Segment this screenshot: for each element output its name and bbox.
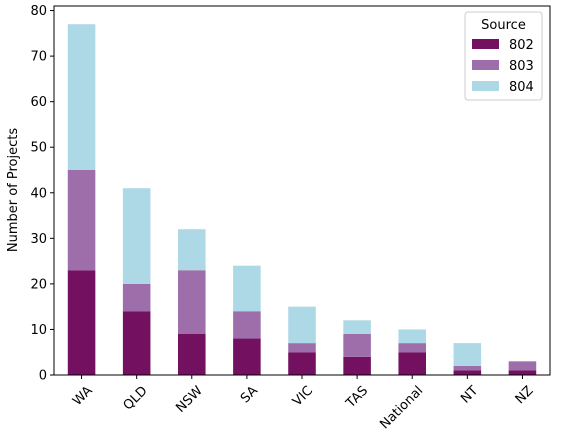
bar-tas-804 xyxy=(343,320,371,334)
bar-sa-804 xyxy=(233,265,261,312)
x-axis: WA QLD NSW SA VIC TAS National NT NZ xyxy=(70,375,537,432)
y-tick-label: 0 xyxy=(39,369,47,384)
legend-swatch-804 xyxy=(472,81,499,91)
y-tick-label: 80 xyxy=(30,4,47,19)
legend-title: Source xyxy=(481,18,526,33)
y-tick-label: 40 xyxy=(30,186,47,201)
y-axis-label: Number of Projects xyxy=(6,128,21,252)
bar-qld-802 xyxy=(122,311,151,375)
legend-swatch-802 xyxy=(472,39,499,49)
x-tick-label-wa: WA xyxy=(70,383,96,409)
plot-frame xyxy=(53,5,551,376)
x-tick-label-vic: VIC xyxy=(290,383,316,409)
legend-label-804: 804 xyxy=(509,80,534,95)
bar-wa-804 xyxy=(67,24,96,170)
y-tick-label: 60 xyxy=(30,95,47,110)
x-tick-label-national: National xyxy=(377,383,426,432)
bar-nsw-803 xyxy=(178,270,206,334)
bar-nt-802 xyxy=(453,370,482,375)
x-tick-label-tas: TAS xyxy=(343,383,371,411)
bar-wa-802 xyxy=(67,270,96,375)
bar-vic-802 xyxy=(288,352,316,375)
bar-qld-803 xyxy=(122,283,151,312)
legend-label-803: 803 xyxy=(509,59,534,74)
legend-label-802: 802 xyxy=(509,38,534,53)
bar-national-803 xyxy=(398,343,426,353)
y-tick-label: 70 xyxy=(30,50,47,65)
bar-tas-803 xyxy=(343,334,371,357)
y-tick-label: 20 xyxy=(30,277,47,292)
bar-nt-804 xyxy=(453,343,482,366)
bar-vic-803 xyxy=(288,343,316,353)
legend: Source 802 803 804 xyxy=(464,11,543,101)
y-tick-label: 10 xyxy=(30,323,47,338)
bar-vic-804 xyxy=(288,306,316,344)
legend-swatch-803 xyxy=(472,60,499,70)
bars-group xyxy=(67,24,537,375)
bar-sa-802 xyxy=(233,338,261,375)
y-axis: 0 10 20 30 40 50 60 70 80 xyxy=(30,4,54,384)
bar-sa-803 xyxy=(233,311,261,339)
x-tick-label-nsw: NSW xyxy=(173,383,206,416)
y-tick-label: 50 xyxy=(30,141,47,156)
bar-national-804 xyxy=(398,329,426,344)
y-tick-label: 30 xyxy=(30,232,47,247)
bar-wa-803 xyxy=(67,170,96,271)
bar-nz-803 xyxy=(508,361,537,371)
x-tick-label-nt: NT xyxy=(458,383,481,406)
bar-national-802 xyxy=(398,352,426,375)
x-tick-label-qld: QLD xyxy=(121,383,151,413)
bar-nt-803 xyxy=(453,365,482,371)
x-tick-label-nz: NZ xyxy=(513,383,537,407)
bar-nsw-804 xyxy=(178,229,206,271)
bar-tas-802 xyxy=(343,356,371,375)
x-tick-label-sa: SA xyxy=(238,383,261,406)
bar-qld-804 xyxy=(122,188,151,284)
bar-nsw-802 xyxy=(178,334,206,375)
legend-box xyxy=(464,11,543,101)
bar-nz-802 xyxy=(508,370,537,375)
